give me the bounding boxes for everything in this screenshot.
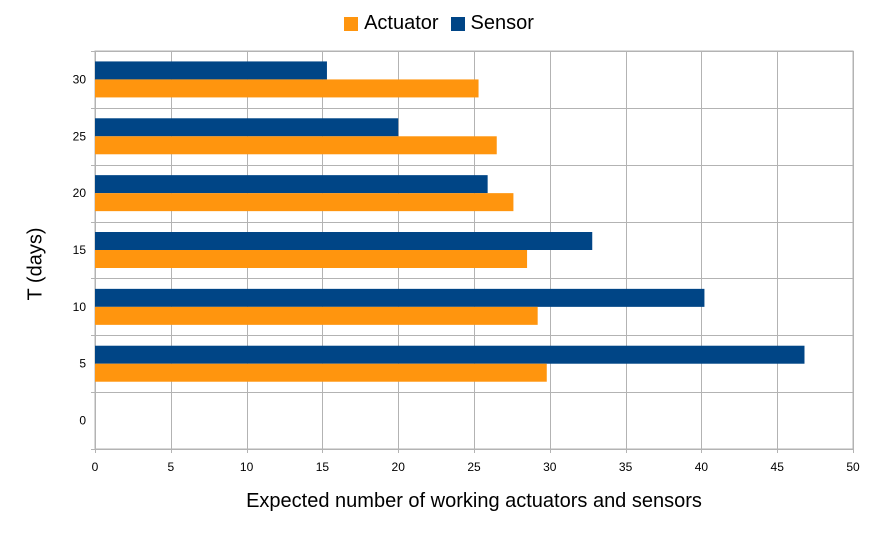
- bar-sensor: [95, 61, 327, 80]
- x-axis-title: Expected number of working actuators and…: [246, 490, 702, 512]
- x-tick-label: 30: [543, 460, 557, 474]
- y-tick-label: 20: [73, 186, 87, 200]
- x-tick-label: 45: [771, 460, 785, 474]
- y-tick-label: 15: [73, 243, 87, 257]
- legend-swatch-sensor: [450, 16, 465, 31]
- legend-label-sensor: Sensor: [470, 12, 534, 34]
- bar-actuator: [95, 250, 528, 268]
- x-tick-label: 25: [467, 460, 481, 474]
- bar-sensor: [95, 288, 705, 307]
- bar-actuator: [95, 193, 514, 212]
- x-tick-label: 35: [619, 460, 633, 474]
- legend-swatch-actuator: [344, 16, 359, 31]
- x-tick-label: 10: [240, 460, 254, 474]
- x-tick-label: 50: [846, 460, 860, 474]
- x-tick-label: 15: [316, 460, 330, 474]
- x-tick-label: 40: [695, 460, 709, 474]
- x-tick-label: 20: [392, 460, 406, 474]
- legend-label-actuator: Actuator: [364, 12, 439, 34]
- y-tick-label: 5: [79, 357, 86, 371]
- bar-sensor: [95, 232, 593, 250]
- bar-sensor: [95, 345, 805, 364]
- y-tick-label: 10: [73, 300, 87, 314]
- x-tick-label: 5: [167, 460, 174, 474]
- bar-sensor: [95, 118, 399, 137]
- bar-actuator: [95, 79, 479, 98]
- bar-actuator: [95, 363, 547, 382]
- bar-actuator: [95, 136, 497, 155]
- y-tick-label: 30: [73, 72, 87, 86]
- y-axis-title: T (days): [24, 227, 47, 301]
- bar-sensor: [95, 175, 488, 194]
- bar-actuator: [95, 306, 538, 325]
- x-tick-label: 0: [92, 460, 99, 474]
- y-tick-label: 0: [79, 414, 86, 428]
- y-tick-label: 25: [73, 129, 87, 143]
- legend-item-sensor: Sensor: [450, 12, 534, 35]
- chart-legend: Actuator Sensor: [0, 12, 878, 35]
- legend-item-actuator: Actuator: [344, 12, 439, 35]
